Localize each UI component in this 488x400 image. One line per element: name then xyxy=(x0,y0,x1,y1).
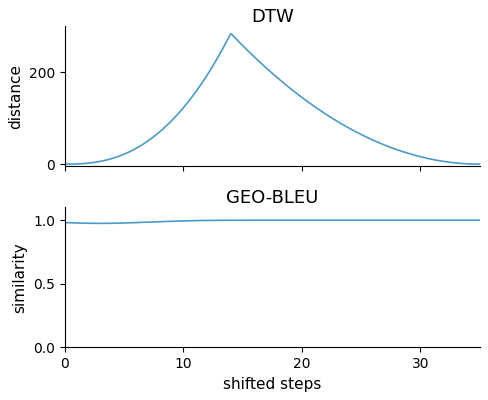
Title: DTW: DTW xyxy=(251,8,294,26)
Y-axis label: similarity: similarity xyxy=(13,242,28,313)
X-axis label: shifted steps: shifted steps xyxy=(223,377,322,392)
Title: GEO-BLEU: GEO-BLEU xyxy=(226,189,319,207)
Y-axis label: distance: distance xyxy=(8,64,23,129)
